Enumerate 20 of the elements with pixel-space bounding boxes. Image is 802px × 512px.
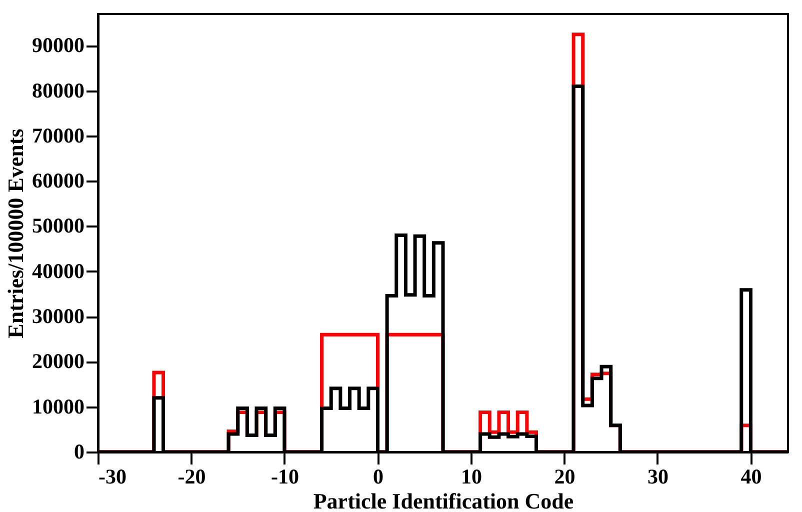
y-tick-label: 90000 bbox=[32, 33, 84, 58]
x-tick-label: -10 bbox=[270, 464, 299, 488]
x-tick-label: 40 bbox=[740, 464, 762, 488]
y-tick-label: 0 bbox=[74, 440, 84, 464]
x-tick-label: 30 bbox=[647, 464, 668, 488]
y-tick-label: 80000 bbox=[32, 78, 84, 102]
y-tick-label: 10000 bbox=[32, 394, 84, 418]
y-tick-label: 20000 bbox=[32, 349, 84, 374]
y-axis-title: Entries/100000 Events bbox=[3, 128, 28, 338]
y-tick-label: 70000 bbox=[32, 123, 84, 148]
y-tick-label: 50000 bbox=[32, 214, 84, 238]
y-tick-label: 30000 bbox=[32, 304, 84, 328]
x-tick-label: 10 bbox=[460, 464, 482, 488]
x-tick-label: 0 bbox=[372, 464, 384, 488]
y-tick-label: 40000 bbox=[32, 258, 84, 283]
x-tick-label: -20 bbox=[178, 464, 206, 488]
x-tick-label: -30 bbox=[98, 464, 126, 488]
x-axis-title: Particle Identification Code bbox=[313, 488, 574, 512]
x-tick-label: 20 bbox=[554, 464, 576, 488]
y-tick-label: 60000 bbox=[32, 168, 84, 193]
